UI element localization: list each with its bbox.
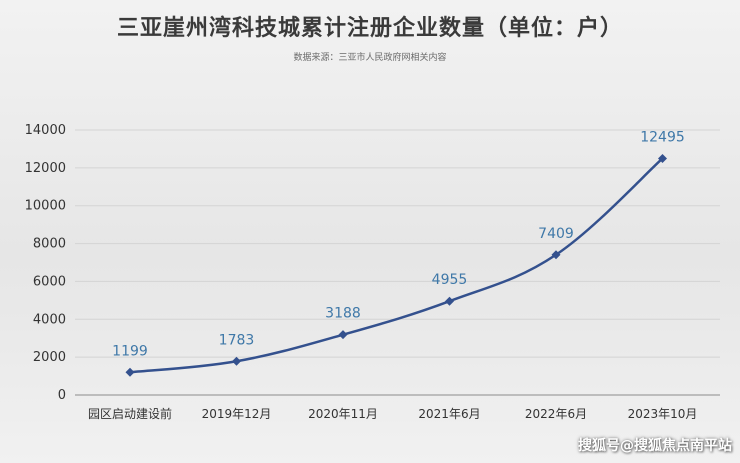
data-point [232, 356, 241, 366]
x-tick-label: 2021年6月 [418, 407, 480, 421]
series-line [125, 153, 667, 377]
y-tick-label: 4000 [33, 312, 66, 327]
data-point [338, 330, 348, 340]
y-tick-label: 2000 [33, 350, 66, 365]
data-label: 3188 [325, 306, 361, 322]
data-label: 1783 [219, 332, 255, 348]
data-label: 4955 [432, 272, 468, 288]
data-labels: 1199 1783 3188 4955 7409 12495 [112, 129, 685, 359]
series-path [129, 157, 664, 374]
x-tick-label: 2020年11月 [308, 407, 378, 421]
gridlines [75, 129, 720, 358]
x-tick-label: 园区启动建设前 [88, 406, 172, 421]
x-tick-label: 2023年10月 [628, 407, 698, 421]
chart-title: 三亚崖州湾科技城累计注册企业数量（单位：户） [116, 16, 623, 41]
y-tick-label: 6000 [33, 274, 66, 289]
data-label: 7409 [538, 226, 574, 242]
watermark: 搜狐号@搜狐焦点南平站 [578, 438, 732, 454]
data-point [658, 153, 667, 163]
y-tick-label: 14000 [25, 123, 66, 138]
y-axis: 0 2000 4000 6000 8000 10000 12000 14000 [25, 123, 720, 403]
y-tick-label: 0 [58, 388, 66, 403]
data-point [125, 367, 135, 377]
chart-subtitle: 数据来源：三亚市人民政府网相关内容 [293, 53, 447, 63]
y-tick-label: 8000 [33, 237, 66, 252]
x-tick-label: 2019年12月 [202, 407, 272, 421]
x-axis: 园区启动建设前 2019年12月 2020年11月 2021年6月 2022年6月 202… [88, 406, 697, 421]
data-point [551, 250, 561, 260]
data-label: 12495 [640, 129, 685, 145]
data-label: 1199 [112, 343, 148, 359]
data-point [445, 296, 454, 306]
y-tick-label: 12000 [25, 161, 66, 176]
x-tick-label: 2022年6月 [525, 407, 587, 421]
y-tick-label: 10000 [25, 199, 66, 214]
